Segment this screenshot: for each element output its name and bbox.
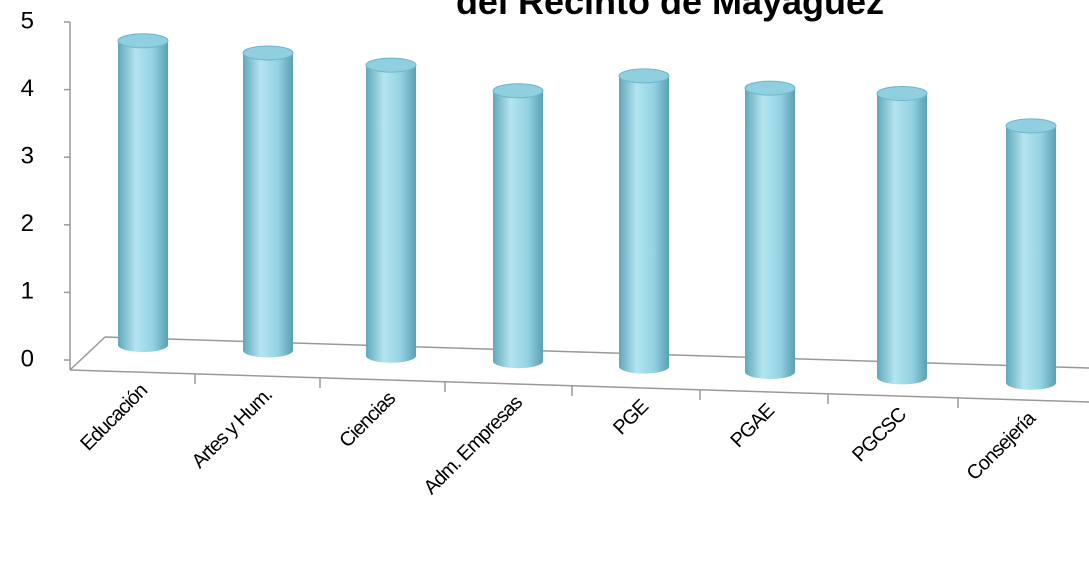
bar — [619, 75, 669, 374]
x-tick-label: Educación — [76, 380, 151, 455]
bar-top — [876, 85, 928, 101]
bar — [243, 52, 293, 358]
bar — [745, 88, 795, 379]
x-tick-label: Consejería — [963, 407, 1041, 485]
bar-top — [744, 80, 796, 96]
bar — [493, 90, 543, 369]
bar — [366, 65, 416, 363]
bar — [877, 93, 927, 385]
y-tick-label: 5 — [21, 7, 34, 34]
x-tick-label: Adm. Empresas — [420, 391, 528, 499]
chart-title: del Recinto de Mayagüez — [456, 0, 884, 22]
x-tick-label: Artes y Hum. — [188, 384, 277, 473]
x-tick-label: PGE — [609, 396, 653, 440]
y-tick-label: 0 — [21, 345, 34, 372]
bar — [118, 40, 168, 353]
bar-top — [117, 33, 169, 49]
bar-top — [1005, 118, 1057, 134]
floor — [69, 22, 1089, 408]
bar-top — [618, 68, 670, 84]
bar-top — [492, 83, 544, 99]
bar — [1006, 125, 1056, 390]
bar-top — [242, 45, 294, 61]
bar-top — [365, 57, 417, 73]
x-tick-label: PGAE — [727, 400, 779, 452]
y-tick-label: 1 — [21, 278, 34, 305]
y-tick-label: 2 — [21, 210, 34, 237]
y-tick-label: 4 — [21, 75, 34, 102]
x-tick-label: Ciencias — [335, 387, 400, 452]
y-tick-label: 3 — [21, 143, 34, 170]
x-tick-label: PGCSC — [848, 404, 911, 467]
